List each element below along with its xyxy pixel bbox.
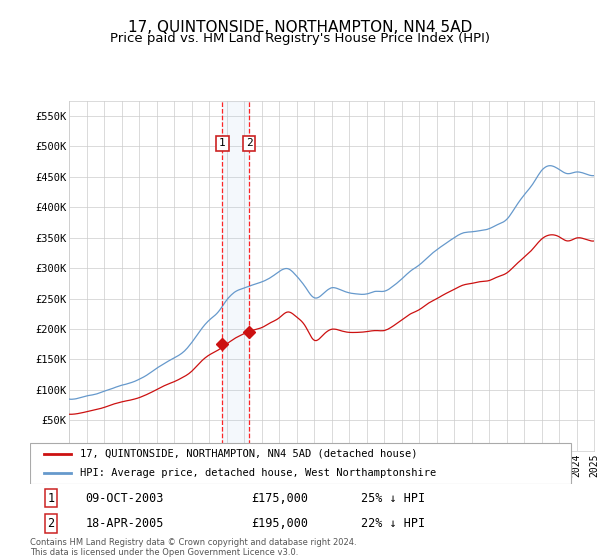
Text: 2: 2 <box>245 138 253 148</box>
Text: £175,000: £175,000 <box>251 492 308 505</box>
Text: 17, QUINTONSIDE, NORTHAMPTON, NN4 5AD: 17, QUINTONSIDE, NORTHAMPTON, NN4 5AD <box>128 20 472 35</box>
Text: 2: 2 <box>47 517 55 530</box>
Text: 25% ↓ HPI: 25% ↓ HPI <box>361 492 425 505</box>
Text: £195,000: £195,000 <box>251 517 308 530</box>
Text: 09-OCT-2003: 09-OCT-2003 <box>85 492 164 505</box>
Text: 18-APR-2005: 18-APR-2005 <box>85 517 164 530</box>
Bar <box>223 101 249 451</box>
Text: 17, QUINTONSIDE, NORTHAMPTON, NN4 5AD (detached house): 17, QUINTONSIDE, NORTHAMPTON, NN4 5AD (d… <box>80 449 417 459</box>
Text: 22% ↓ HPI: 22% ↓ HPI <box>361 517 425 530</box>
Text: Price paid vs. HM Land Registry's House Price Index (HPI): Price paid vs. HM Land Registry's House … <box>110 32 490 45</box>
Text: 1: 1 <box>219 138 226 148</box>
Text: Contains HM Land Registry data © Crown copyright and database right 2024.
This d: Contains HM Land Registry data © Crown c… <box>30 538 356 557</box>
FancyBboxPatch shape <box>30 444 571 483</box>
Text: HPI: Average price, detached house, West Northamptonshire: HPI: Average price, detached house, West… <box>80 468 436 478</box>
Text: 1: 1 <box>47 492 55 505</box>
